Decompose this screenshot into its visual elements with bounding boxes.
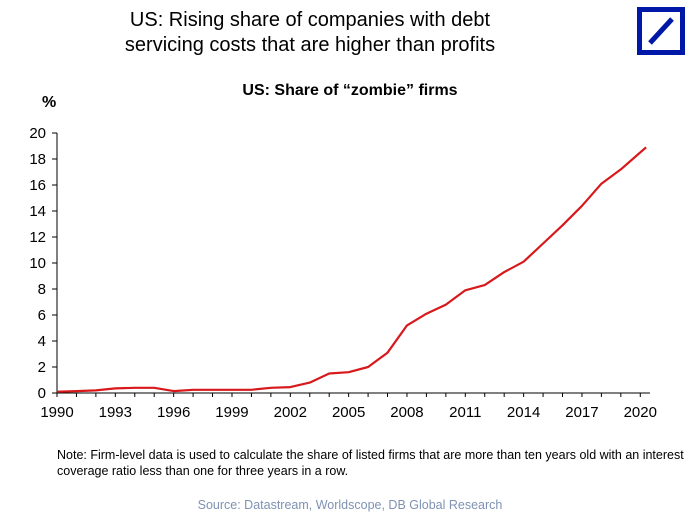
y-tick-label: 10 xyxy=(29,255,46,272)
x-tick-label: 2005 xyxy=(332,404,365,421)
deutsche-bank-logo-icon xyxy=(637,7,685,55)
logo-frame xyxy=(637,7,685,55)
y-tick-label: 2 xyxy=(38,359,46,376)
x-tick-label: 1990 xyxy=(40,404,73,421)
x-tick-label: 2011 xyxy=(449,404,481,421)
y-tick-label: 20 xyxy=(29,125,46,142)
x-tick-label: 2020 xyxy=(624,404,657,421)
x-tick-label: 2002 xyxy=(274,404,307,421)
line-chart: 0 2 4 6 8 10 12 14 16 18 20 1990 1993 1996 1999 2002 20… xyxy=(29,125,657,421)
y-axis-unit: % xyxy=(42,94,57,111)
y-tick-label: 8 xyxy=(38,281,46,298)
x-tick-label: 1993 xyxy=(99,404,132,421)
x-tick-label: 2008 xyxy=(390,404,423,421)
x-tick-label: 1996 xyxy=(157,404,190,421)
y-tick-label: 12 xyxy=(29,229,46,246)
y-axis: 0 2 4 6 8 10 12 14 16 18 20 xyxy=(29,125,58,402)
zombie-share-line xyxy=(56,146,647,393)
main-title: US: Rising share of companies with debt … xyxy=(0,8,620,58)
x-axis: 1990 1993 1996 1999 2002 2005 2008 2011 2014 2017… xyxy=(40,392,657,421)
x-tick-label: 2014 xyxy=(507,404,540,421)
chart-source: Source: Datastream, Worldscope, DB Globa… xyxy=(197,498,503,512)
y-tick-label: 6 xyxy=(38,307,46,324)
y-tick-label: 16 xyxy=(29,177,46,194)
main-title-line-1: US: Rising share of companies with debt xyxy=(129,9,491,31)
chart-title: US: Share of “zombie” firms xyxy=(242,82,458,99)
y-tick-label: 0 xyxy=(38,385,46,402)
logo-slash xyxy=(648,17,674,45)
main-title-line-2: servicing costs that are higher than pro… xyxy=(124,34,496,56)
y-tick-label: 18 xyxy=(29,151,46,168)
y-tick-label: 14 xyxy=(29,203,46,220)
x-tick-label: 2017 xyxy=(565,404,598,421)
y-tick-label: 4 xyxy=(38,333,46,350)
x-tick-label: 1999 xyxy=(215,404,248,421)
series-layer xyxy=(56,146,647,393)
chart-note: Note: Firm-level data is used to calcula… xyxy=(57,448,684,478)
